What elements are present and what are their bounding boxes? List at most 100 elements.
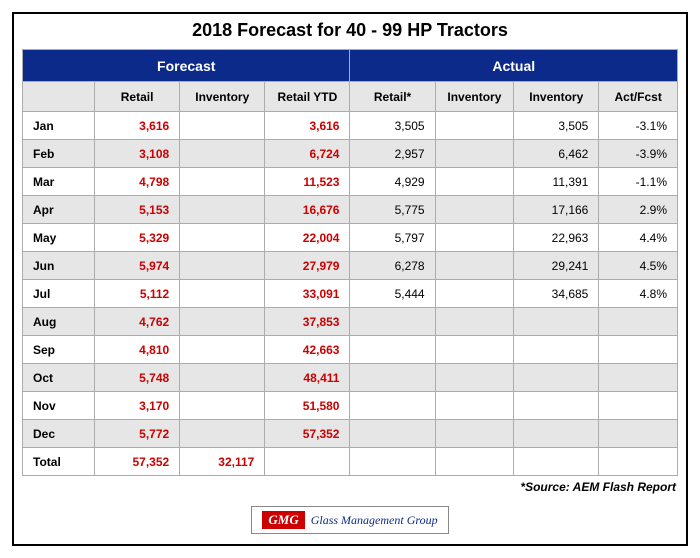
actual-retail: 4,929 — [350, 168, 435, 196]
forecast-ytd: 3,616 — [265, 112, 350, 140]
act-fcst — [599, 308, 678, 336]
act-fcst: -1.1% — [599, 168, 678, 196]
forecast-inventory — [180, 252, 265, 280]
act-fcst: 4.5% — [599, 252, 678, 280]
forecast-inventory — [180, 336, 265, 364]
forecast-inventory — [180, 140, 265, 168]
act-fcst — [599, 392, 678, 420]
header-actual: Actual — [350, 50, 678, 82]
col-retail-ytd: Retail YTD — [265, 82, 350, 112]
total-act-fcst — [599, 448, 678, 476]
forecast-retail: 5,772 — [95, 420, 180, 448]
forecast-inventory — [180, 280, 265, 308]
forecast-retail: 3,616 — [95, 112, 180, 140]
actual-inventory-b — [514, 392, 599, 420]
total-inventory: 32,117 — [180, 448, 265, 476]
table-row: Apr5,15316,6765,77517,1662.9% — [23, 196, 678, 224]
actual-inventory-b: 34,685 — [514, 280, 599, 308]
table-row: Jul5,11233,0915,44434,6854.8% — [23, 280, 678, 308]
actual-inventory-a — [435, 224, 514, 252]
forecast-ytd: 37,853 — [265, 308, 350, 336]
table-row: Jan3,6163,6163,5053,505-3.1% — [23, 112, 678, 140]
forecast-retail: 4,762 — [95, 308, 180, 336]
total-retail: 57,352 — [95, 448, 180, 476]
table-row: Feb3,1086,7242,9576,462-3.9% — [23, 140, 678, 168]
total-ytd — [265, 448, 350, 476]
actual-inventory-b: 22,963 — [514, 224, 599, 252]
actual-inventory-a — [435, 252, 514, 280]
logo-text: Glass Management Group — [311, 513, 438, 528]
actual-inventory-b — [514, 420, 599, 448]
forecast-inventory — [180, 196, 265, 224]
source-note: *Source: AEM Flash Report — [14, 480, 686, 500]
table-row: Aug4,76237,853 — [23, 308, 678, 336]
month-cell: Jun — [23, 252, 95, 280]
actual-inventory-b — [514, 364, 599, 392]
actual-inventory-a — [435, 364, 514, 392]
actual-retail — [350, 308, 435, 336]
actual-inventory-a — [435, 308, 514, 336]
header-row-top: Forecast Actual — [23, 50, 678, 82]
actual-inventory-a — [435, 420, 514, 448]
actual-inventory-b: 29,241 — [514, 252, 599, 280]
forecast-inventory — [180, 224, 265, 252]
table-row: Mar4,79811,5234,92911,391-1.1% — [23, 168, 678, 196]
month-cell: Nov — [23, 392, 95, 420]
month-cell: Jul — [23, 280, 95, 308]
actual-retail: 2,957 — [350, 140, 435, 168]
col-retail-star: Retail* — [350, 82, 435, 112]
month-cell: Apr — [23, 196, 95, 224]
header-row-sub: Retail Inventory Retail YTD Retail* Inve… — [23, 82, 678, 112]
table-row: Oct5,748 48,411 — [23, 364, 678, 392]
table-row: Nov3,17051,580 — [23, 392, 678, 420]
month-cell: Oct — [23, 364, 95, 392]
col-blank — [23, 82, 95, 112]
total-actual-inv-a — [435, 448, 514, 476]
col-retail: Retail — [95, 82, 180, 112]
logo-wrap: GMG Glass Management Group — [14, 500, 686, 544]
actual-inventory-a — [435, 140, 514, 168]
actual-inventory-a — [435, 196, 514, 224]
table-row: Jun5,97427,9796,27829,2414.5% — [23, 252, 678, 280]
month-cell: Mar — [23, 168, 95, 196]
actual-inventory-a — [435, 112, 514, 140]
actual-inventory-b: 11,391 — [514, 168, 599, 196]
forecast-ytd: 33,091 — [265, 280, 350, 308]
report-title: 2018 Forecast for 40 - 99 HP Tractors — [14, 14, 686, 49]
col-inventory-b: Inventory — [514, 82, 599, 112]
actual-retail: 5,775 — [350, 196, 435, 224]
forecast-inventory — [180, 392, 265, 420]
forecast-inventory — [180, 112, 265, 140]
actual-inventory-b: 3,505 — [514, 112, 599, 140]
forecast-ytd: 6,724 — [265, 140, 350, 168]
total-actual-inv-b — [514, 448, 599, 476]
total-label: Total — [23, 448, 95, 476]
forecast-retail: 3,108 — [95, 140, 180, 168]
month-cell: May — [23, 224, 95, 252]
act-fcst: 4.4% — [599, 224, 678, 252]
actual-retail — [350, 364, 435, 392]
actual-inventory-a — [435, 392, 514, 420]
month-cell: Jan — [23, 112, 95, 140]
month-cell: Feb — [23, 140, 95, 168]
forecast-table: Forecast Actual Retail Inventory Retail … — [22, 49, 678, 476]
forecast-inventory — [180, 364, 265, 392]
forecast-retail: 5,748 — [95, 364, 180, 392]
col-inventory: Inventory — [180, 82, 265, 112]
actual-retail — [350, 420, 435, 448]
actual-inventory-a — [435, 168, 514, 196]
actual-retail: 3,505 — [350, 112, 435, 140]
actual-retail — [350, 336, 435, 364]
forecast-retail: 3,170 — [95, 392, 180, 420]
table-row: Sep4,81042,663 — [23, 336, 678, 364]
table-row: May5,32922,0045,79722,9634.4% — [23, 224, 678, 252]
actual-inventory-b: 17,166 — [514, 196, 599, 224]
actual-inventory-b — [514, 336, 599, 364]
forecast-ytd: 48,411 — [265, 364, 350, 392]
act-fcst — [599, 336, 678, 364]
forecast-ytd: 57,352 — [265, 420, 350, 448]
table-body: Jan3,6163,6163,5053,505-3.1%Feb3,1086,72… — [23, 112, 678, 476]
header-forecast: Forecast — [23, 50, 350, 82]
forecast-retail: 5,329 — [95, 224, 180, 252]
total-actual-retail — [350, 448, 435, 476]
